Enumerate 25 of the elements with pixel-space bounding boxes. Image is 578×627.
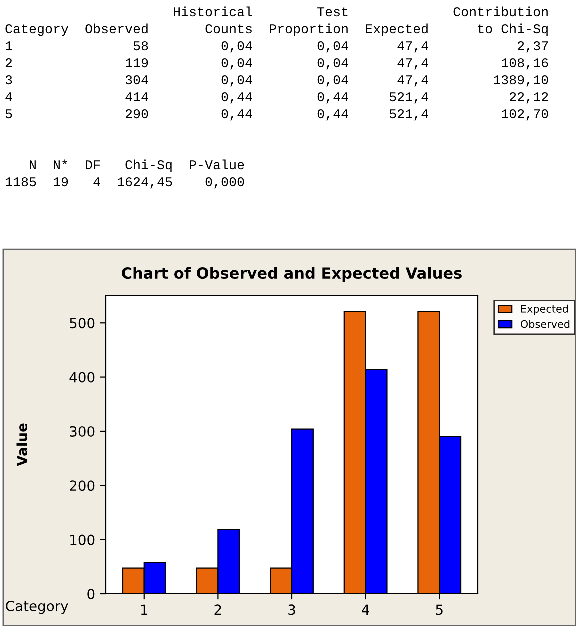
y-tick-label: 400 [70,372,95,383]
y-tick-label: 0 [88,588,95,600]
text: 1185 19 4 1624,45 0,000 [6,178,244,189]
x-axis-title: Category [6,600,68,614]
text: Category Observed Counts Proportion Expected to Chi-Sq [6,24,548,36]
legend-label: Observed [520,320,570,328]
y-tick-label: 500 [70,318,95,329]
text: N N* DF Chi-Sq P-Value [30,160,244,172]
y-tick-label: 200 [70,480,95,492]
x-tick-label: 1 [141,604,148,615]
y-tick-label: 100 [70,534,95,546]
y-axis-title: Value [16,424,28,466]
text: 4 414 0,44 0,44 521,4 22,12 [6,92,548,104]
legend-label: Expected [521,304,568,315]
text: Historical Test Contribution [174,6,548,17]
x-tick-label: 5 [436,604,443,616]
x-tick-label: 3 [288,604,296,616]
x-tick-label: 4 [362,604,370,615]
text: 1 58 0,04 0,04 47,4 2,37 [6,42,548,53]
chart-title: Chart of Observed and Expected Values [122,267,462,282]
text: 5 290 0,44 0,44 521,4 102,70 [6,110,548,121]
x-tick-label: 2 [214,604,222,615]
text: 3 304 0,04 0,04 47,4 1389,10 [6,76,548,87]
y-tick-label: 300 [70,426,95,437]
text: 2 119 0,04 0,04 47,4 108,16 [6,58,548,70]
